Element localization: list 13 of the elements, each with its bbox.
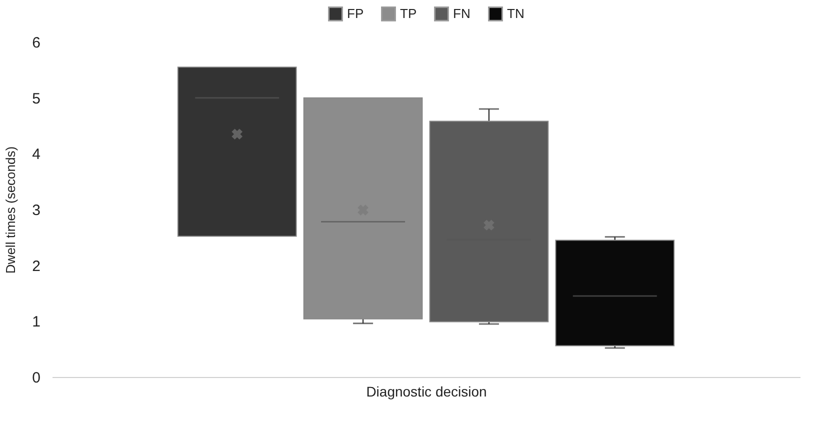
y-tick-label: 5 xyxy=(32,90,40,108)
y-tick-label: 3 xyxy=(32,202,40,219)
y-axis-title: Dwell times (seconds) xyxy=(3,146,18,274)
y-tick-label: 1 xyxy=(32,314,40,331)
legend-label: TN xyxy=(507,6,524,21)
y-tick-label: 2 xyxy=(32,258,40,275)
y-tick-label: 6 xyxy=(32,34,40,52)
y-tick-label: 4 xyxy=(32,146,40,164)
x-axis-title: Diagnostic decision xyxy=(366,384,487,400)
y-tick-label: 0 xyxy=(32,370,40,386)
legend-label: FN xyxy=(453,6,470,21)
legend-label: FP xyxy=(347,6,364,21)
legend-label: TP xyxy=(400,6,417,21)
